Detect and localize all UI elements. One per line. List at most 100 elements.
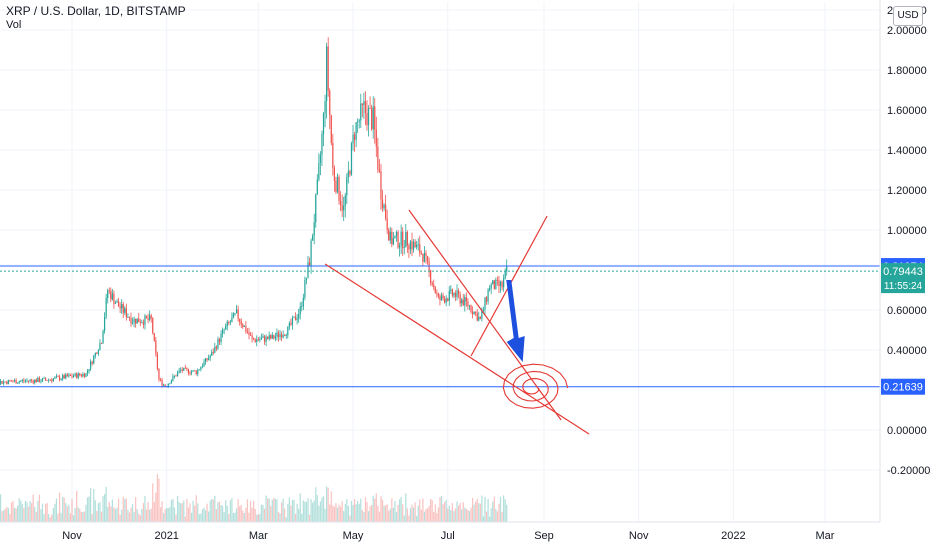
volume-bar <box>456 501 458 522</box>
candle-body <box>447 298 449 301</box>
volume-bar <box>65 503 67 522</box>
volume-bar <box>66 506 68 522</box>
candle-body <box>51 379 53 382</box>
candle-body <box>79 373 81 376</box>
candle-body <box>425 253 427 256</box>
candle-body <box>315 194 317 223</box>
candle-body <box>203 362 205 367</box>
volume-bar <box>150 508 152 522</box>
volume-bar <box>308 514 311 522</box>
candle-body <box>253 338 255 340</box>
candle-body <box>57 376 59 378</box>
y-tick-label-7: 0.60000 <box>887 305 927 317</box>
volume-indicator-label[interactable]: Vol <box>6 19 22 31</box>
candle-body <box>26 380 28 382</box>
volume-bar <box>333 506 336 522</box>
volume-bar <box>178 502 180 522</box>
symbol-title[interactable]: XRP / U.S. Dollar, 1D, BITSTAMP <box>6 4 186 18</box>
candle-body <box>180 369 182 371</box>
volume-bar <box>395 511 398 522</box>
volume-bar <box>27 506 30 522</box>
volume-bar <box>46 503 48 522</box>
volume-bar <box>147 501 149 522</box>
volume-bar <box>471 497 474 522</box>
volume-bar <box>290 505 292 522</box>
x-tick-label-5: Sep <box>534 530 554 542</box>
candle-body <box>117 301 120 307</box>
candle-body <box>492 280 494 285</box>
currency-unit-button[interactable]: USD <box>893 6 923 26</box>
candle-body <box>498 280 500 287</box>
volume-bar <box>397 504 399 522</box>
volume-bar <box>425 509 427 522</box>
candle-body <box>195 370 197 375</box>
candle-body <box>175 375 177 377</box>
volume-bar <box>312 502 314 522</box>
candle-body <box>172 376 174 381</box>
volume-bar <box>389 508 391 522</box>
volume-bar <box>15 508 17 522</box>
candle-body <box>127 316 129 318</box>
volume-bar <box>34 506 36 522</box>
volume-bar <box>218 501 221 522</box>
candle-body <box>485 297 488 302</box>
volume-bar <box>166 508 168 522</box>
volume-bar <box>257 514 259 522</box>
volume-bar <box>403 515 405 522</box>
candle-body <box>457 290 460 295</box>
candle-body <box>476 313 478 321</box>
candle-body <box>235 309 238 314</box>
candle-body <box>189 373 191 374</box>
volume-bar <box>48 513 50 522</box>
candle-body <box>116 301 118 303</box>
candle-body <box>402 231 404 249</box>
volume-bar <box>459 503 461 522</box>
candle-body <box>97 350 100 354</box>
volume-bar <box>131 504 134 522</box>
volume-bar <box>431 500 433 522</box>
volume-bar <box>44 503 47 522</box>
candle-body <box>153 332 155 341</box>
candle-body <box>391 231 393 245</box>
candle-body <box>417 244 419 246</box>
candle-body <box>389 231 391 241</box>
volume-bar <box>189 503 191 522</box>
candle-body <box>301 306 303 308</box>
candle-body <box>341 205 343 211</box>
volume-bar <box>350 500 353 522</box>
volume-bar <box>470 507 472 522</box>
candle-body <box>145 315 148 318</box>
volume-bar <box>263 508 266 522</box>
volume-bar <box>127 509 129 522</box>
volume-bar <box>10 502 13 522</box>
volume-bar <box>476 498 478 522</box>
candle-body <box>7 380 9 385</box>
volume-bar <box>473 504 475 522</box>
volume-bar <box>13 507 16 522</box>
candle-body <box>18 381 20 383</box>
candle-body <box>487 289 489 302</box>
candle-body <box>142 322 145 325</box>
candle-body <box>296 318 298 321</box>
candle-body <box>495 279 497 290</box>
volume-bar <box>9 513 11 522</box>
candle-body <box>240 321 242 325</box>
volume-bar <box>478 503 480 522</box>
volume-bar <box>287 503 289 522</box>
volume-bar <box>501 512 503 522</box>
candle-body <box>437 293 440 297</box>
candle-body <box>9 380 11 381</box>
candle-body <box>259 339 261 341</box>
candle-body <box>499 281 502 287</box>
candle-body <box>270 335 272 339</box>
candle-body <box>223 329 225 331</box>
volume-bar <box>462 502 464 522</box>
candle-body <box>422 253 424 262</box>
volume-bar <box>57 513 59 522</box>
candle-body <box>34 379 36 383</box>
last-price-label: 0.79443 <box>883 266 923 278</box>
candle-body <box>20 380 22 382</box>
x-tick-label-8: Mar <box>816 530 835 542</box>
candle-body <box>277 332 280 338</box>
